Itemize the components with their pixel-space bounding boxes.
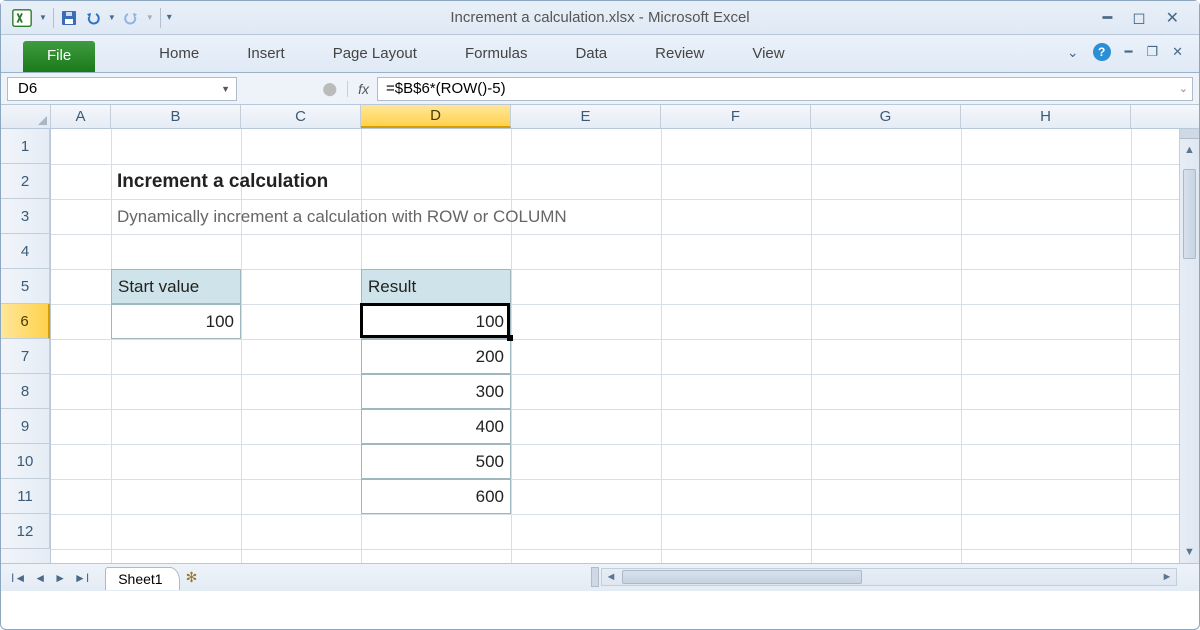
ribbon-minimize-caret-icon[interactable]: ⌄ (1067, 44, 1079, 61)
ribbon-tabs: File Home Insert Page Layout Formulas Da… (1, 35, 1199, 73)
redo-icon[interactable] (122, 9, 140, 27)
row-header-8[interactable]: 8 (1, 374, 50, 409)
select-all-corner[interactable] (1, 105, 51, 128)
save-icon[interactable] (60, 9, 78, 27)
row-header-1[interactable]: 1 (1, 129, 50, 164)
worksheet-grid: ABCDEFGH 123456789101112 Increment a cal… (1, 105, 1199, 591)
col-header-F[interactable]: F (661, 105, 811, 128)
undo-icon[interactable] (84, 9, 102, 27)
qat-separator (53, 8, 54, 28)
hsplit-handle[interactable] (591, 567, 599, 587)
workbook-restore-icon[interactable]: ❐ (1146, 44, 1158, 60)
col-header-D[interactable]: D (361, 105, 511, 128)
sheet-tab-bar: I◄ ◄ ► ►I Sheet1 ✻ ◄ ► (1, 563, 1199, 591)
window-title: Increment a calculation.xlsx - Microsoft… (450, 9, 749, 26)
row-header-12[interactable]: 12 (1, 514, 50, 549)
row-headers: 123456789101112 (1, 129, 51, 563)
redo-caret-icon[interactable]: ▼ (146, 13, 154, 22)
close-button[interactable]: ✕ (1166, 8, 1179, 28)
tab-insert[interactable]: Insert (223, 39, 309, 72)
cell-title[interactable]: Increment a calculation (111, 164, 961, 199)
formula-input[interactable]: =$B$6*(ROW()-5) ⌄ (377, 77, 1193, 101)
file-tab[interactable]: File (23, 41, 95, 72)
cell-result-3[interactable]: 400 (361, 409, 511, 444)
qat-logo-caret-icon[interactable]: ▼ (39, 13, 47, 22)
sheet-first-icon[interactable]: I◄ (7, 571, 30, 585)
row-header-7[interactable]: 7 (1, 339, 50, 374)
window-controls: ━ ◻ ✕ (1103, 8, 1199, 28)
sheet-prev-icon[interactable]: ◄ (30, 571, 50, 585)
sheet-tab-label: Sheet1 (118, 571, 162, 587)
formula-text: =$B$6*(ROW()-5) (386, 80, 506, 97)
col-header-E[interactable]: E (511, 105, 661, 128)
cell-result-5[interactable]: 600 (361, 479, 511, 514)
col-header-G[interactable]: G (811, 105, 961, 128)
cell-start-value[interactable]: 100 (111, 304, 241, 339)
col-header-H[interactable]: H (961, 105, 1131, 128)
row-header-2[interactable]: 2 (1, 164, 50, 199)
row-header-11[interactable]: 11 (1, 479, 50, 514)
tab-formulas[interactable]: Formulas (441, 39, 552, 72)
cell-result-0[interactable]: 100 (361, 304, 511, 339)
new-sheet-icon[interactable]: ✻ (186, 569, 198, 586)
undo-caret-icon[interactable]: ▼ (108, 13, 116, 22)
scroll-right-icon[interactable]: ► (1158, 571, 1176, 583)
qat-separator-2 (160, 8, 161, 28)
workbook-close-icon[interactable]: ✕ (1172, 44, 1183, 60)
tab-page-layout[interactable]: Page Layout (309, 39, 441, 72)
vscroll-thumb[interactable] (1183, 169, 1196, 259)
row-header-10[interactable]: 10 (1, 444, 50, 479)
horizontal-scrollbar[interactable]: ◄ ► (601, 568, 1177, 586)
minimize-button[interactable]: ━ (1103, 8, 1113, 28)
scroll-down-icon[interactable]: ▼ (1180, 543, 1199, 561)
name-box-caret-icon[interactable]: ▼ (221, 84, 230, 94)
cancel-formula-icon: ⬤ (323, 81, 338, 97)
tab-view[interactable]: View (728, 39, 808, 72)
name-box-value: D6 (18, 80, 37, 97)
tab-review[interactable]: Review (631, 39, 728, 72)
maximize-button[interactable]: ◻ (1132, 8, 1145, 28)
fx-icon[interactable]: fx (347, 81, 369, 97)
row-header-6[interactable]: 6 (1, 304, 50, 339)
scroll-up-icon[interactable]: ▲ (1180, 141, 1199, 159)
name-box[interactable]: D6 ▼ (7, 77, 237, 101)
col-header-C[interactable]: C (241, 105, 361, 128)
formula-bar: D6 ▼ ⬤ fx =$B$6*(ROW()-5) ⌄ (1, 73, 1199, 105)
excel-logo-icon (11, 7, 33, 29)
sheet-last-icon[interactable]: ►I (70, 571, 93, 585)
sheet-tab[interactable]: Sheet1 (105, 567, 179, 590)
cell-result-4[interactable]: 500 (361, 444, 511, 479)
cell-result-2[interactable]: 300 (361, 374, 511, 409)
cell-subtitle[interactable]: Dynamically increment a calculation with… (111, 199, 961, 234)
cells-area[interactable]: Increment a calculationDynamically incre… (51, 129, 1179, 563)
formula-expand-icon[interactable]: ⌄ (1179, 82, 1188, 95)
column-headers: ABCDEFGH (1, 105, 1199, 129)
row-header-4[interactable]: 4 (1, 234, 50, 269)
fill-handle[interactable] (507, 335, 513, 341)
row-header-3[interactable]: 3 (1, 199, 50, 234)
ribbon-right-controls: ⌄ ? ━ ❐ ✕ (1067, 43, 1183, 61)
formula-buttons: ⬤ fx (237, 81, 377, 97)
vertical-scrollbar[interactable]: ▲ ▼ (1179, 129, 1199, 563)
qat-customize-caret-icon[interactable]: ▾ (167, 12, 172, 23)
help-icon[interactable]: ? (1093, 43, 1111, 61)
quick-access-toolbar: ▼ ▼ ▼ ▾ (1, 7, 172, 29)
vsplit-handle[interactable] (1180, 129, 1199, 139)
tab-home[interactable]: Home (135, 39, 223, 72)
row-header-5[interactable]: 5 (1, 269, 50, 304)
workbook-minimize-icon[interactable]: ━ (1125, 44, 1133, 60)
scroll-left-icon[interactable]: ◄ (602, 571, 620, 583)
row-header-9[interactable]: 9 (1, 409, 50, 444)
hscroll-thumb[interactable] (622, 570, 862, 584)
title-bar: ▼ ▼ ▼ ▾ Increment a calculation.xlsx - M… (1, 1, 1199, 35)
cell-start-label[interactable]: Start value (111, 269, 241, 304)
cell-result-1[interactable]: 200 (361, 339, 511, 374)
sheet-nav-buttons: I◄ ◄ ► ►I (1, 571, 99, 585)
col-header-A[interactable]: A (51, 105, 111, 128)
col-header-B[interactable]: B (111, 105, 241, 128)
sheet-next-icon[interactable]: ► (50, 571, 70, 585)
tab-data[interactable]: Data (551, 39, 631, 72)
cell-result-label[interactable]: Result (361, 269, 511, 304)
grid-body: 123456789101112 Increment a calculationD… (1, 129, 1199, 563)
